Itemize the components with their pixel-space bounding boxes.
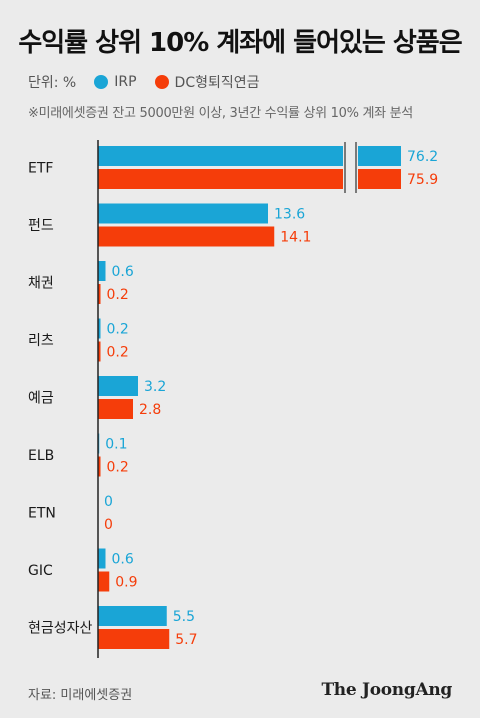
category-label: ETN	[28, 506, 56, 522]
category-label: 펀드	[28, 218, 54, 234]
category-label: ETF	[28, 161, 53, 177]
data-label: 0.6	[112, 264, 134, 280]
bar-irp	[98, 146, 401, 166]
data-label: 2.8	[139, 402, 161, 418]
category-label: ELB	[28, 448, 54, 464]
bar-dc	[98, 456, 101, 477]
bar-irp	[98, 606, 167, 626]
source-label: 자료: 미래에셋증권	[28, 688, 133, 703]
bar-irp	[98, 203, 268, 224]
data-label: 76.2	[407, 149, 438, 165]
data-label: 0.1	[105, 437, 127, 453]
bar-irp	[98, 376, 138, 396]
unit-label: 단위: %	[28, 75, 77, 91]
data-label: 0.2	[107, 345, 129, 361]
bar-dc	[98, 399, 133, 419]
data-label: 0	[104, 517, 113, 533]
legend-swatch-irp	[94, 75, 109, 89]
bar-irp	[98, 548, 106, 569]
data-label: 0.2	[107, 287, 129, 303]
bar-irp	[98, 261, 106, 281]
category-label: 채권	[28, 276, 54, 292]
bar-dc	[98, 629, 170, 649]
bar-dc	[98, 169, 401, 189]
data-label: 75.9	[407, 172, 438, 188]
legend-swatch-dc	[154, 75, 169, 89]
data-label: 3.2	[144, 379, 166, 395]
data-label: 0.9	[115, 575, 137, 591]
data-label: 14.1	[280, 230, 311, 246]
brand-logo: The JoongAng	[321, 680, 452, 700]
legend: 단위: % IRP DC형퇴직연금	[28, 72, 260, 92]
chart-title: 수익률 상위 10% 계좌에 들어있는 상품은	[18, 28, 462, 58]
bar-dc	[98, 284, 101, 304]
data-label: 0.6	[112, 552, 134, 568]
chart-note: ※미래에셋증권 잔고 5000만원 이상, 3년간 수익률 상위 10% 계좌 …	[28, 106, 413, 121]
data-label: 0	[104, 494, 113, 510]
data-label: 5.5	[173, 609, 195, 625]
bar-dc	[98, 226, 275, 247]
legend-label-dc: DC형퇴직연금	[174, 75, 260, 91]
category-label: 현금성자산	[28, 621, 93, 637]
category-label: 리츠	[28, 333, 54, 349]
legend-label-irp: IRP	[114, 74, 137, 90]
category-label: 예금	[28, 391, 54, 407]
data-label: 0.2	[107, 322, 129, 338]
bar-chart: ETF 76.2 75.9 펀드 13.6 14.1 채권 0.6 0.2 리츠 0.2 0.2 예금 3…	[28, 140, 438, 658]
bar-dc	[98, 571, 110, 592]
axis-break-gap	[343, 142, 358, 193]
bar-dc	[98, 341, 101, 362]
data-label: 0.2	[107, 460, 129, 476]
data-label: 13.6	[274, 207, 305, 223]
data-label: 5.7	[175, 632, 197, 648]
bar-irp	[98, 318, 101, 339]
category-label: GIC	[28, 563, 53, 579]
